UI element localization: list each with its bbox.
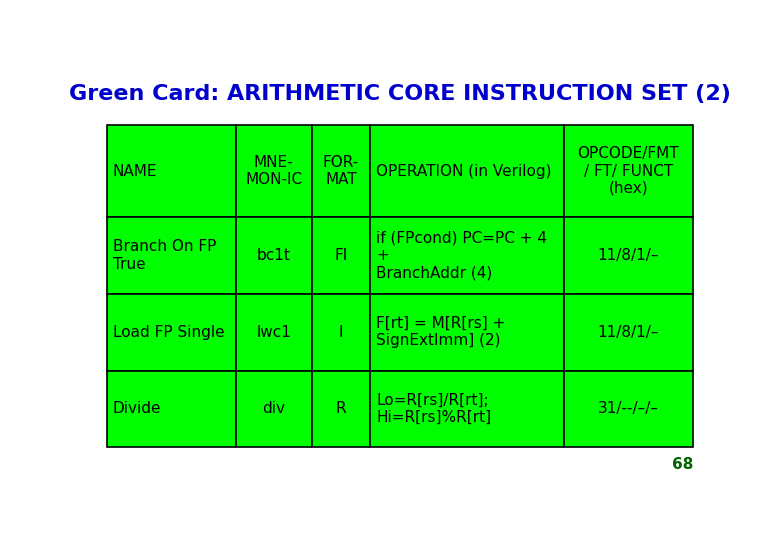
Text: OPERATION (in Verilog): OPERATION (in Verilog): [377, 164, 552, 179]
Bar: [107, 217, 236, 294]
Bar: [107, 294, 236, 370]
Text: R: R: [336, 401, 346, 416]
Text: Load FP Single: Load FP Single: [112, 325, 224, 340]
Text: 31/--/–/–: 31/--/–/–: [598, 401, 659, 416]
Text: lwc1: lwc1: [257, 325, 291, 340]
Bar: [564, 125, 693, 217]
Bar: [236, 370, 312, 447]
Text: 68: 68: [672, 457, 693, 472]
Text: OPCODE/FMT
/ FT/ FUNCT
(hex): OPCODE/FMT / FT/ FUNCT (hex): [578, 146, 679, 196]
Text: Green Card: ARITHMETIC CORE INSTRUCTION SET (2): Green Card: ARITHMETIC CORE INSTRUCTION …: [69, 84, 731, 104]
Bar: [564, 370, 693, 447]
Text: bc1t: bc1t: [257, 248, 291, 263]
Bar: [236, 294, 312, 370]
Text: NAME: NAME: [112, 164, 157, 179]
Text: 11/8/1/–: 11/8/1/–: [597, 325, 659, 340]
Bar: [564, 294, 693, 370]
Text: if (FPcond) PC=PC + 4
+
BranchAddr (4): if (FPcond) PC=PC + 4 + BranchAddr (4): [377, 231, 548, 280]
Text: div: div: [262, 401, 285, 416]
Text: FOR-
MAT: FOR- MAT: [323, 155, 360, 187]
Bar: [564, 217, 693, 294]
Bar: [107, 370, 236, 447]
Text: Branch On FP
True: Branch On FP True: [112, 239, 216, 272]
Bar: [107, 125, 236, 217]
Bar: [312, 217, 370, 294]
Text: FI: FI: [335, 248, 348, 263]
Bar: [236, 217, 312, 294]
Bar: [312, 294, 370, 370]
Bar: [370, 217, 564, 294]
Text: MNE-
MON-IC: MNE- MON-IC: [245, 155, 302, 187]
Text: 11/8/1/–: 11/8/1/–: [597, 248, 659, 263]
Text: Lo=R[rs]/R[rt];
Hi=R[rs]%R[rt]: Lo=R[rs]/R[rt]; Hi=R[rs]%R[rt]: [377, 393, 491, 425]
Bar: [312, 370, 370, 447]
Bar: [370, 370, 564, 447]
Bar: [236, 125, 312, 217]
Text: I: I: [339, 325, 343, 340]
Bar: [370, 125, 564, 217]
Bar: [312, 125, 370, 217]
Bar: [370, 294, 564, 370]
Text: Divide: Divide: [112, 401, 161, 416]
Text: F[rt] = M[R[rs] +
SignExtImm] (2): F[rt] = M[R[rs] + SignExtImm] (2): [377, 316, 506, 348]
